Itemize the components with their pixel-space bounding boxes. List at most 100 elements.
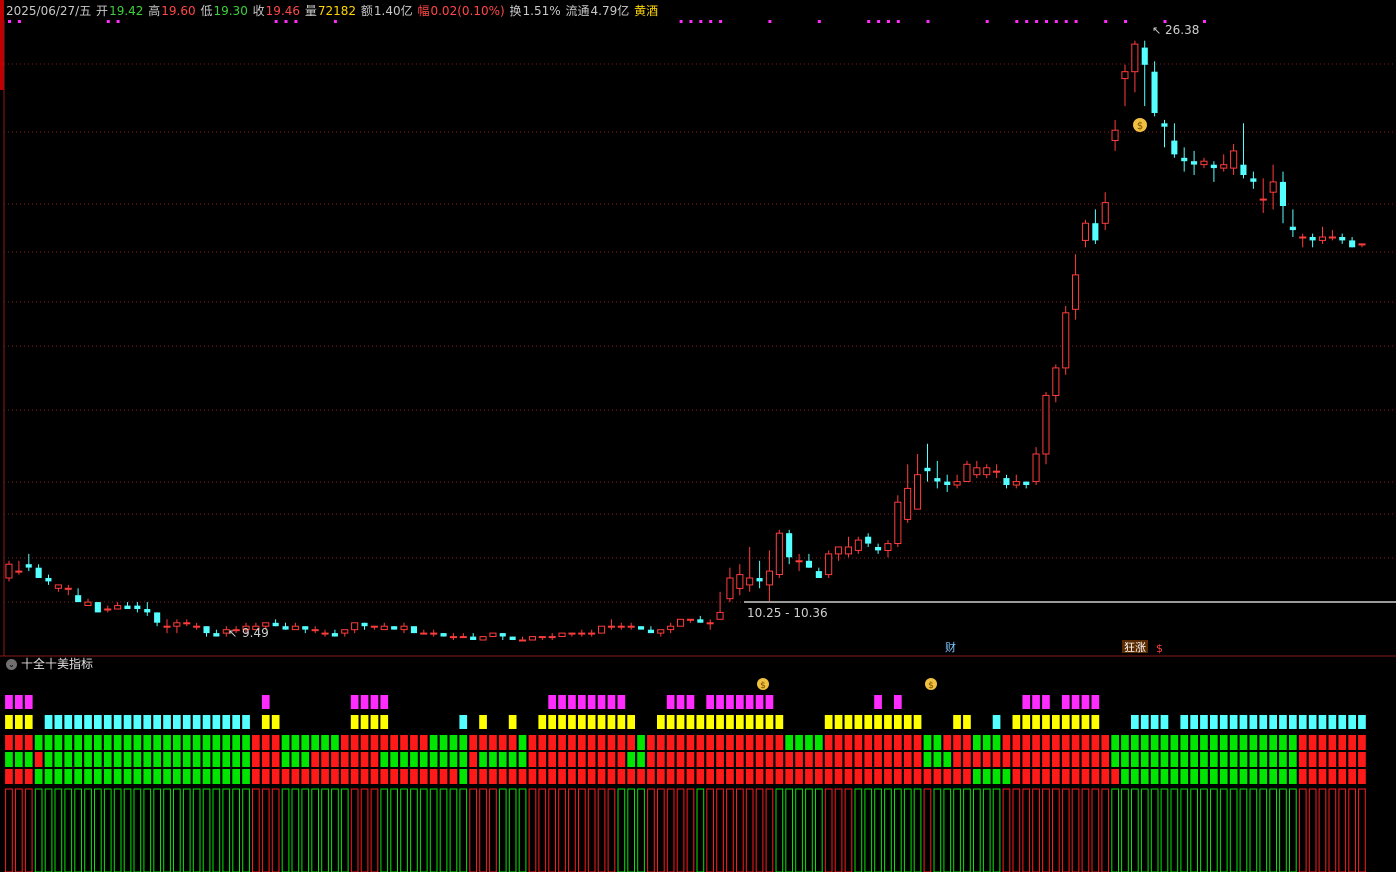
indicator-cell-trend [844,752,853,767]
indicator-cell-trend [1022,735,1031,750]
indicator-cell-trend [429,735,438,750]
indicator-cell-trend [173,735,181,750]
indicator-cell-trend [163,735,171,750]
indicator-cell-trend [1012,735,1021,750]
signal-dots-row [8,20,1206,23]
indicator-cell-trend [706,735,714,750]
candle [894,495,902,547]
indicator-cell-signal [1160,715,1169,729]
candle [1052,364,1060,403]
indicator-cell-trend [261,735,270,750]
indicator-cell-signal [1200,715,1208,729]
indicator-cell-trend [844,735,853,750]
indicator-cell-trend [360,752,369,767]
indicator-cell-trend [1338,735,1347,750]
indicator-cell-trend [795,752,803,767]
indicator-cell-trend [686,769,695,784]
indicator-cell-signal [1150,715,1159,729]
indicator-cell-signal [173,715,181,729]
indicator-cell-signal [903,715,912,729]
indicator-cell-trend [489,735,497,750]
indicator-cell-signal [765,715,774,729]
indicator-cell-magenta [686,695,695,709]
indicator-cell-trend [1289,735,1297,750]
indicator-cell-outline [1249,788,1258,872]
chevron-down-icon[interactable]: ⌄ [6,658,17,670]
turnover-label: 换 [509,4,522,18]
money-bag-icon[interactable]: $ [1133,118,1147,132]
candle [746,547,754,592]
indicator-cell-trend [805,735,813,750]
money-bag-icon[interactable]: $ [925,678,937,691]
candle [1309,233,1316,248]
candle [173,619,181,634]
indicator-cell-outline [44,788,53,872]
indicator-cell-trend [597,735,606,750]
indicator-cell-outline [410,788,418,872]
indicator-cell-trend [321,752,329,767]
candle [291,622,299,631]
candle [795,553,803,572]
indicator-cell-trend [202,735,211,750]
candle [924,443,931,482]
indicator-cell-trend [449,769,458,784]
indicator-cell-trend [252,769,260,784]
indicator-cell-trend [301,735,310,750]
candle [736,564,744,596]
rise-marker[interactable]: 狂涨 [1124,641,1146,654]
indicator-cell-trend [805,769,813,784]
candle [538,636,546,640]
indicator-cell-outline [607,788,616,872]
indicator-cell-outline [1318,788,1327,872]
indicator-cell-trend [1279,769,1287,784]
indicator-cell-magenta [607,695,616,709]
indicator-cell-outline [1190,788,1199,872]
indicator-cell-magenta [568,695,576,709]
indicator-cell-trend [143,769,152,784]
indicator-cell-trend [973,752,981,767]
indicator-cell-outline [360,788,369,872]
indicator-cell-outline [54,788,63,872]
indicator-cell-trend [5,752,13,767]
indicator-cell-trend [113,769,122,784]
indicator-cell-outline [429,788,438,872]
indicator-cell-outline [884,788,892,872]
candle [1121,64,1129,107]
candle [163,619,171,634]
indicator-cell-signal [1219,715,1228,729]
indicator-cell-trend [943,735,952,750]
indicator-cell-outline [1269,788,1278,872]
finance-marker[interactable]: 财 [945,640,956,654]
indicator-cell-trend [587,735,596,750]
indicator-cell-outline [528,788,537,872]
indicator-cell-outline [1091,788,1100,872]
indicator-cell-trend [34,752,43,767]
candle [410,626,417,634]
indicator-cell-trend [439,752,448,767]
money-bag-icon[interactable]: $ [757,678,769,691]
candle [104,605,112,613]
indicator-cell-outline [824,788,833,872]
indicator-cell-trend [745,752,754,767]
indicator-cell-trend [933,752,942,767]
indicator-cell-trend [1111,769,1119,784]
indicator-title-bar[interactable]: ⌄ 十全十美指标 [6,656,93,672]
indicator-cell-trend [1071,735,1080,750]
indicator-cell-trend [755,735,764,750]
indicator-cell-trend [1269,752,1277,767]
indicator-cell-trend [597,752,606,767]
indicator-cell-magenta [548,695,556,709]
indicator-cell-signal [755,715,764,729]
indicator-cell-trend [340,752,349,767]
indicator-cell-signal [232,715,240,729]
indicator-cell-signal [143,715,152,729]
indicator-cell-trend [1180,752,1189,767]
signal-dot [1035,20,1039,23]
indicator-cell-trend [834,769,843,784]
candle [638,626,645,630]
indicator-cell-trend [508,735,517,750]
indicator-cell-trend [815,769,823,784]
candle [1191,150,1198,175]
indicator-cell-outline [666,788,675,872]
